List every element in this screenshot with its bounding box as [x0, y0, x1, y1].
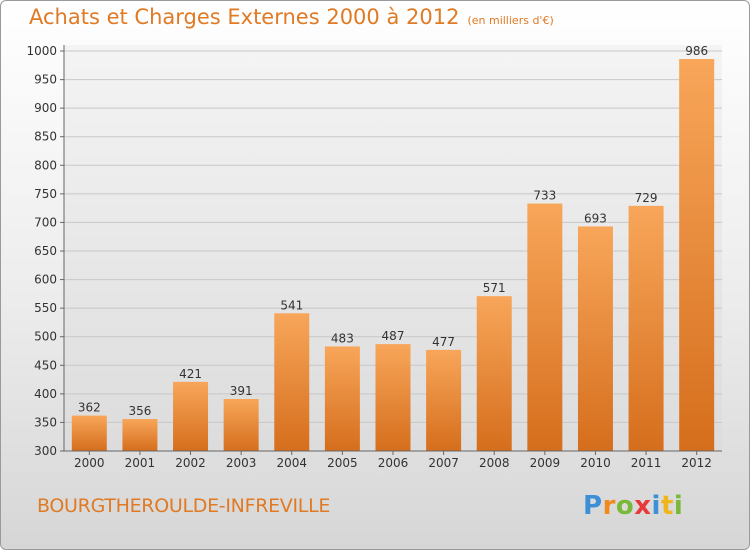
- bar: [274, 313, 310, 451]
- data-label: 362: [78, 401, 101, 415]
- data-labels: 362 356 421 391 541 483 487 477 571 733 693 729 986: [78, 44, 708, 418]
- proxiti-logo: Proxiti: [583, 491, 683, 521]
- bars: [71, 59, 715, 451]
- y-tick-label: 550: [34, 301, 57, 315]
- bar: [628, 205, 664, 451]
- logo-letter: i: [673, 491, 684, 521]
- logo-letter: i: [651, 491, 661, 521]
- bar: [223, 399, 259, 451]
- logo-letter: t: [660, 491, 674, 521]
- data-label: 733: [533, 189, 556, 203]
- x-tick-label: 2003: [226, 456, 257, 470]
- x-tick-label: 2010: [580, 456, 611, 470]
- y-tick-label: 450: [34, 358, 57, 372]
- data-label: 391: [230, 384, 253, 398]
- x-tick-label: 2001: [125, 456, 156, 470]
- bar: [476, 296, 512, 451]
- logo-letter: r: [602, 491, 616, 521]
- logo-letter: o: [615, 491, 635, 521]
- y-tick-label: 800: [34, 158, 57, 172]
- x-tick-label: 2012: [681, 456, 712, 470]
- x-tick-label: 2009: [530, 456, 561, 470]
- bar: [324, 346, 360, 451]
- y-tick-label: 700: [34, 215, 57, 229]
- y-tick-label: 900: [34, 101, 57, 115]
- x-tick-label: 2006: [378, 456, 409, 470]
- logo-letter: x: [634, 491, 652, 521]
- bar: [71, 415, 107, 451]
- data-label: 356: [128, 404, 151, 418]
- bar: [375, 344, 411, 451]
- y-tick-label: 750: [34, 187, 57, 201]
- data-label: 483: [331, 331, 354, 345]
- y-tick-label: 350: [34, 415, 57, 429]
- x-tick-label: 2011: [631, 456, 662, 470]
- y-tick-label: 500: [34, 330, 57, 344]
- y-tick-label: 600: [34, 273, 57, 287]
- x-tick-label: 2008: [479, 456, 510, 470]
- data-label: 541: [280, 298, 303, 312]
- bar: [679, 59, 715, 451]
- y-tick-label: 1000: [26, 44, 57, 58]
- x-tick-label: 2007: [428, 456, 459, 470]
- y-tick-label: 850: [34, 130, 57, 144]
- y-tick-label: 950: [34, 73, 57, 87]
- data-label: 571: [483, 281, 506, 295]
- logo-letter: P: [583, 491, 603, 521]
- data-label: 693: [584, 211, 607, 225]
- chart-title: Achats et Charges Externes 2000 à 2012: [29, 5, 460, 29]
- y-tick-label: 400: [34, 387, 57, 401]
- x-tick-label: 2005: [327, 456, 358, 470]
- x-tick-label: 2000: [74, 456, 105, 470]
- x-tick-label: 2004: [276, 456, 307, 470]
- data-label: 477: [432, 335, 455, 349]
- bar: [426, 349, 462, 451]
- data-label: 487: [382, 329, 405, 343]
- bar: [527, 203, 563, 451]
- x-tick-label: 2002: [175, 456, 206, 470]
- commune-name: BOURGTHEROULDE-INFREVILLE: [37, 495, 331, 517]
- chart-subtitle: (en milliers d'€): [467, 14, 554, 27]
- y-tick-label: 300: [34, 444, 57, 458]
- y-axis: 300 350 400 450 500 550 600 650 700 750 800 850 900 9…: [26, 44, 65, 458]
- data-label: 986: [685, 44, 708, 58]
- y-tick-label: 650: [34, 244, 57, 258]
- data-label: 421: [179, 367, 202, 381]
- data-label: 729: [635, 191, 658, 205]
- bar: [173, 381, 209, 451]
- chart-title-block: Achats et Charges Externes 2000 à 2012 (e…: [29, 5, 554, 29]
- bar: [122, 419, 158, 451]
- x-axis: 2000 2001 2002 2003 2004 2005 2006 2007 2008 2009…: [64, 450, 722, 470]
- bar: [577, 226, 613, 451]
